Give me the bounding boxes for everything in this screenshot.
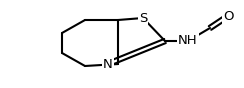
Text: O: O bbox=[223, 10, 233, 23]
Text: N: N bbox=[103, 57, 113, 70]
Text: NH: NH bbox=[178, 34, 198, 48]
Text: S: S bbox=[139, 12, 147, 24]
